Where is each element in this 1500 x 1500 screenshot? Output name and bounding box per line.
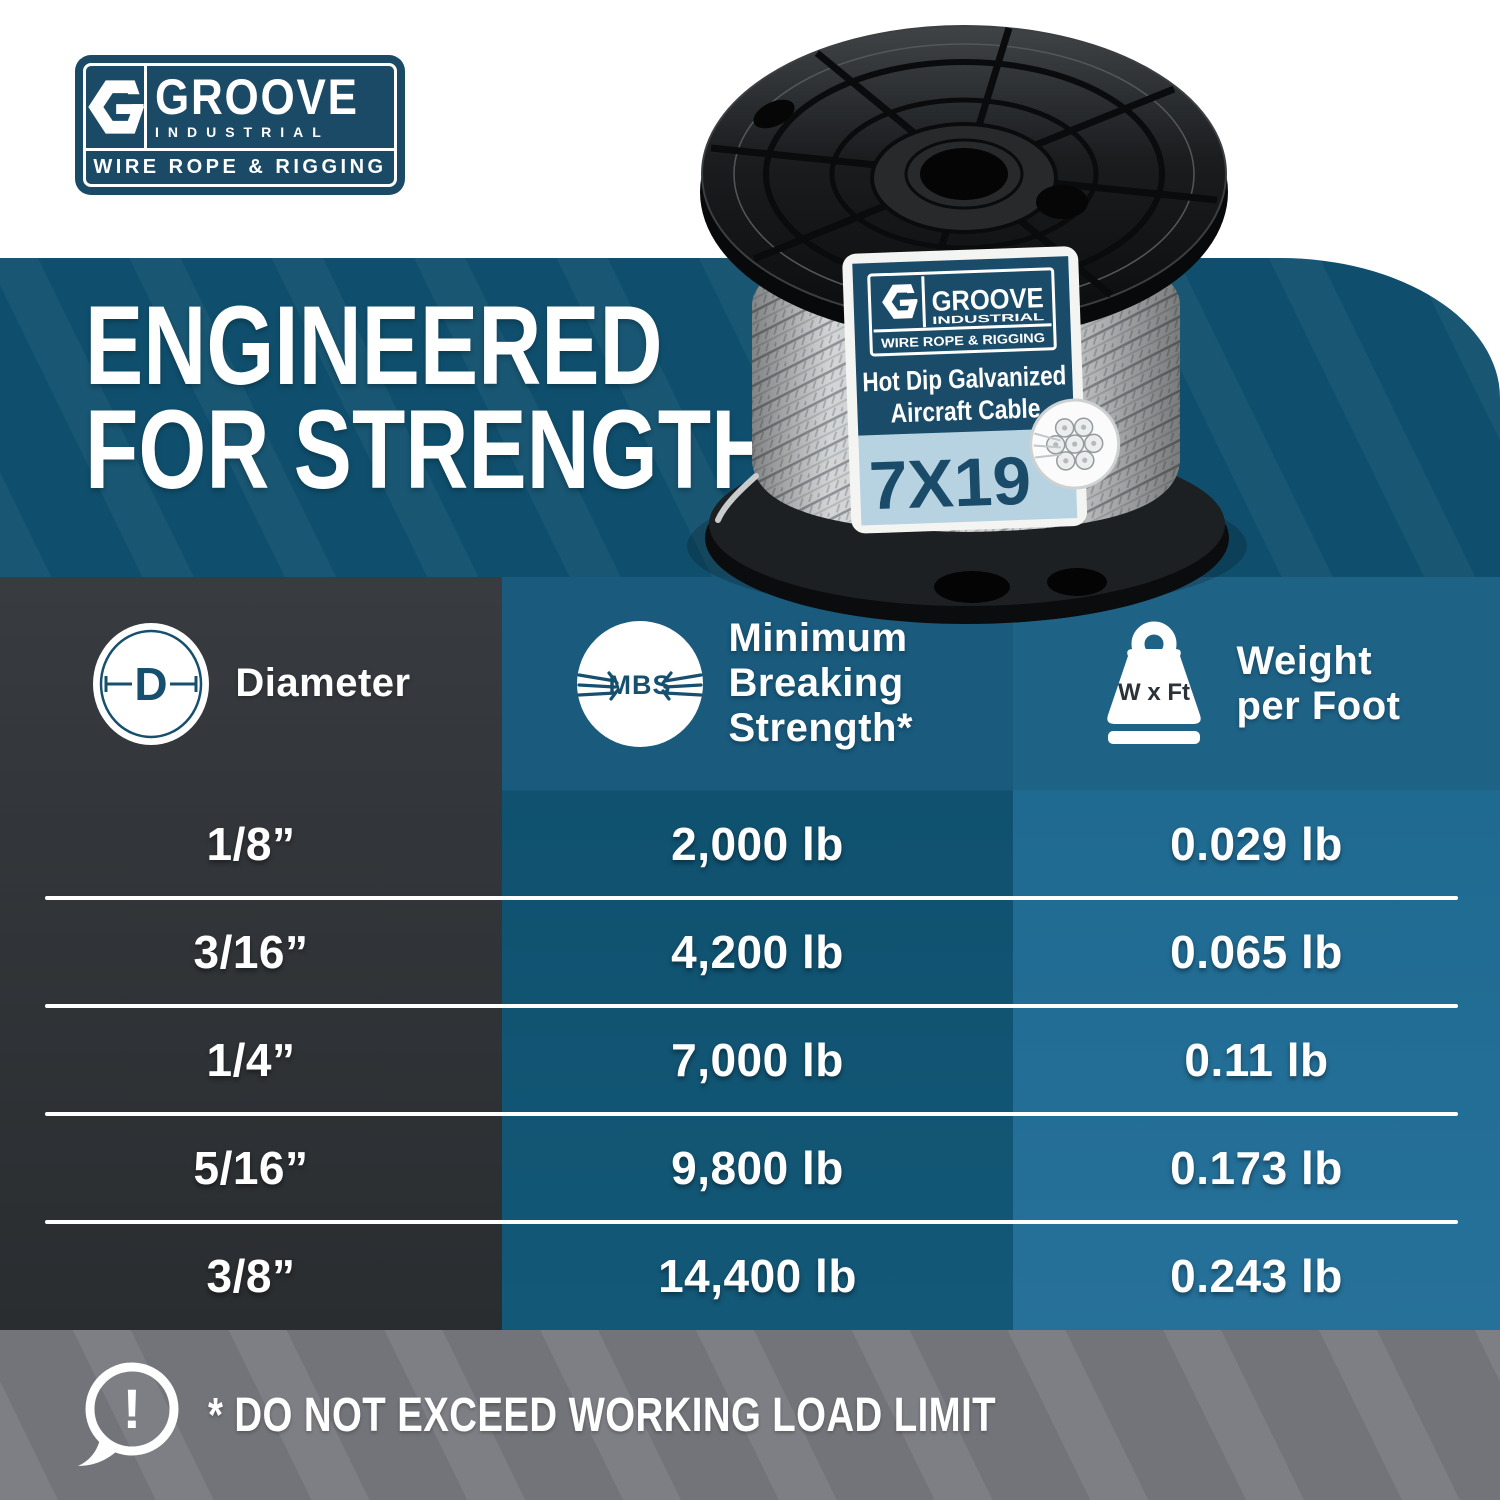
diameter-value: 3/8” xyxy=(206,1250,296,1302)
svg-text:D: D xyxy=(135,658,168,710)
svg-text:W x Ft: W x Ft xyxy=(1118,679,1190,706)
diameter-icon: D xyxy=(93,622,210,745)
label-title-line2: Aircraft Cable xyxy=(890,393,1041,428)
label-title-line1: Hot Dip Galvanized xyxy=(862,360,1067,397)
header-weight-label: Weight per Foot xyxy=(1236,638,1401,728)
table-row: 5/16” 9,800 lb 0.173 lb xyxy=(0,1114,1500,1222)
mbs-value: 7,000 lb xyxy=(671,1034,844,1086)
row-divider xyxy=(45,1220,1458,1224)
brand-logo: GROOVE INDUSTRIAL WIRE ROPE & RIGGING xyxy=(75,55,405,195)
brand-name: GROOVE xyxy=(155,68,359,125)
footer-note: * DO NOT EXCEED WORKING LOAD LIMIT xyxy=(208,1388,996,1442)
mbs-value: 4,200 lb xyxy=(671,926,844,978)
weight-value: 0.029 lb xyxy=(1170,818,1343,870)
cable-cross-section-icon xyxy=(1029,398,1121,490)
weight-value: 0.243 lb xyxy=(1170,1250,1343,1302)
row-divider xyxy=(45,896,1458,900)
cable-spool-photo: GROOVE INDUSTRIAL WIRE ROPE & RIGGING Ho… xyxy=(687,25,1247,624)
svg-text:INDUSTRIAL: INDUSTRIAL xyxy=(932,311,1045,327)
headline-line1: ENGINEERED xyxy=(85,283,663,408)
svg-text:MBS: MBS xyxy=(608,670,671,700)
table-row: 3/16” 4,200 lb 0.065 lb xyxy=(0,898,1500,1006)
header-diameter-label: Diameter xyxy=(235,661,411,706)
header-diameter: D Diameter xyxy=(0,577,502,790)
brand-g-icon xyxy=(86,66,147,148)
svg-text:WIRE ROPE & RIGGING: WIRE ROPE & RIGGING xyxy=(881,330,1045,351)
svg-text:!: ! xyxy=(123,1377,142,1440)
table-row: 1/4” 7,000 lb 0.11 lb xyxy=(0,1006,1500,1114)
weight-value: 0.11 lb xyxy=(1184,1034,1329,1086)
table-row: 3/8” 14,400 lb 0.243 lb xyxy=(0,1222,1500,1330)
mbs-icon: MBS xyxy=(576,620,703,747)
footer-note-bar: ! * DO NOT EXCEED WORKING LOAD LIMIT xyxy=(0,1330,1500,1500)
product-label: GROOVE INDUSTRIAL WIRE ROPE & RIGGING Ho… xyxy=(842,246,1121,534)
header-weight: W x Ft Weight per Foot xyxy=(1013,577,1500,790)
table-row: 1/8” 2,000 lb 0.029 lb xyxy=(0,790,1500,898)
brand-tagline: WIRE ROPE & RIGGING xyxy=(93,156,387,178)
label-construction: 7X19 xyxy=(868,443,1033,525)
headline: ENGINEERED FOR STRENGTH xyxy=(85,283,775,513)
weight-icon: W x Ft xyxy=(1106,621,1201,744)
svg-text:GROOVE: GROOVE xyxy=(931,282,1044,317)
weight-value: 0.173 lb xyxy=(1170,1142,1343,1194)
mbs-value: 14,400 lb xyxy=(658,1250,857,1302)
diameter-value: 1/4” xyxy=(206,1034,296,1086)
loose-wire-end xyxy=(715,473,759,523)
spool-top-flange xyxy=(700,25,1228,340)
row-divider xyxy=(45,1004,1458,1008)
diameter-value: 1/8” xyxy=(206,818,296,870)
header-mbs: MBS Minimum Breaking Strength* xyxy=(502,577,1013,790)
weight-column-background xyxy=(1013,577,1500,1330)
header-mbs-label: Minimum Breaking Strength* xyxy=(728,616,913,750)
hero-banner: ENGINEERED FOR STRENGTH xyxy=(0,258,1500,577)
label-brand-logo: GROOVE INDUSTRIAL WIRE ROPE & RIGGING xyxy=(867,267,1057,357)
headline-line2: FOR STRENGTH xyxy=(85,387,775,513)
mbs-value: 9,800 lb xyxy=(671,1142,844,1194)
weight-value: 0.065 lb xyxy=(1170,926,1343,978)
diameter-column-background xyxy=(0,577,502,1330)
diameter-value: 3/16” xyxy=(193,926,309,978)
mbs-value: 2,000 lb xyxy=(671,818,844,870)
warning-icon: ! xyxy=(78,1362,179,1466)
row-divider xyxy=(45,1112,1458,1116)
brand-logo-frame: GROOVE INDUSTRIAL WIRE ROPE & RIGGING xyxy=(83,63,397,187)
brand-division: INDUSTRIAL xyxy=(155,124,330,141)
diameter-value: 5/16” xyxy=(193,1142,309,1194)
